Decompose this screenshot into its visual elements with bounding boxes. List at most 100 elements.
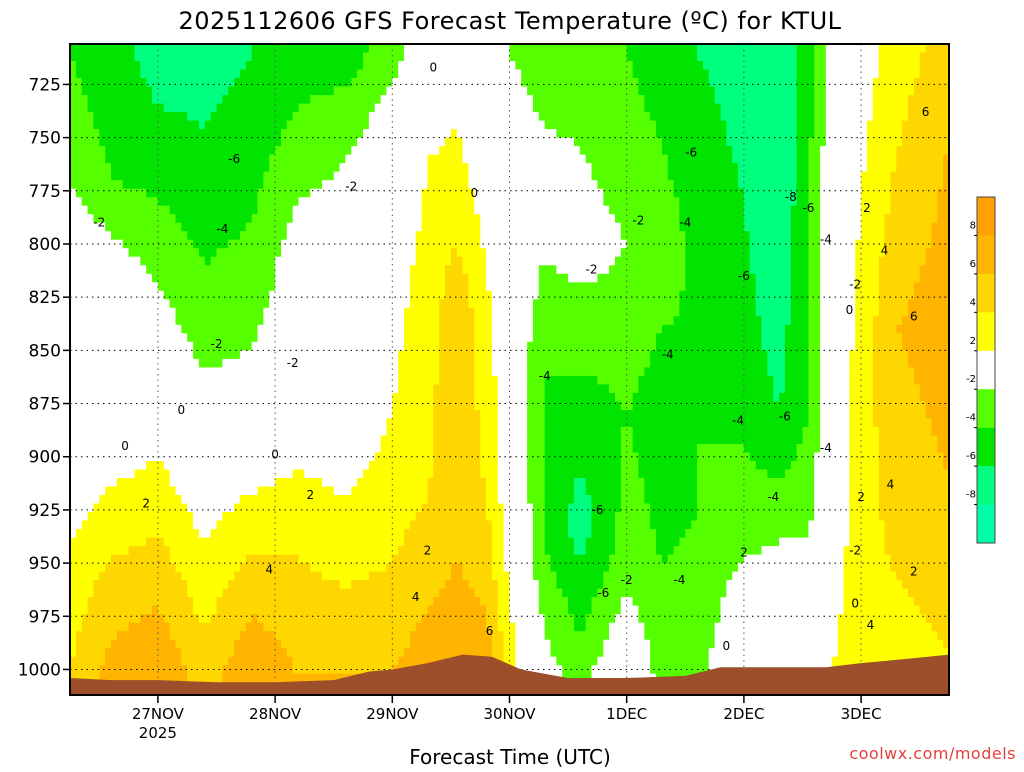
temperature-cell	[351, 418, 358, 428]
temperature-cell	[122, 86, 130, 96]
temperature-cell	[234, 214, 241, 224]
temperature-cell	[204, 392, 212, 402]
temperature-cell	[415, 341, 423, 351]
temperature-cell	[216, 409, 223, 419]
temperature-cell	[251, 512, 259, 522]
temperature-cell	[128, 350, 136, 360]
temperature-cell	[339, 265, 347, 275]
temperature-cell	[445, 137, 452, 147]
temperature-cell	[357, 197, 364, 207]
temperature-cell	[105, 673, 112, 683]
temperature-cell	[304, 537, 311, 547]
temperature-cell	[146, 137, 153, 147]
temperature-cell	[198, 307, 206, 317]
temperature-cell	[169, 639, 177, 649]
temperature-cell	[398, 146, 405, 156]
temperature-cell	[134, 69, 141, 79]
temperature-cell	[392, 588, 399, 598]
temperature-cell	[70, 265, 77, 275]
temperature-cell	[193, 333, 200, 343]
temperature-cell	[140, 154, 147, 164]
temperature-cell	[169, 222, 177, 232]
temperature-cell	[222, 265, 229, 275]
temperature-cell	[204, 597, 212, 607]
temperature-cell	[239, 622, 247, 632]
temperature-cell	[386, 367, 393, 377]
temperature-cell	[316, 61, 323, 71]
temperature-cell	[111, 78, 118, 88]
temperature-cell	[316, 401, 323, 411]
temperature-cell	[392, 469, 399, 479]
temperature-cell	[245, 418, 253, 428]
temperature-cell	[263, 341, 270, 351]
temperature-cell	[363, 146, 370, 156]
temperature-cell	[193, 231, 200, 241]
temperature-cell	[152, 648, 159, 658]
temperature-cell	[234, 197, 241, 207]
temperature-cell	[415, 503, 423, 513]
temperature-cell	[281, 273, 288, 283]
temperature-cell	[116, 86, 124, 96]
temperature-cell	[216, 171, 223, 181]
temperature-cell	[409, 614, 417, 624]
temperature-cell	[81, 554, 89, 564]
temperature-cell	[380, 605, 388, 615]
temperature-cell	[257, 529, 264, 539]
temperature-cell	[146, 78, 153, 88]
temperature-cell	[163, 503, 171, 513]
temperature-cell	[292, 103, 300, 113]
temperature-cell	[81, 282, 89, 292]
temperature-cell	[439, 546, 446, 556]
temperature-cell	[146, 529, 153, 539]
temperature-cell	[398, 597, 405, 607]
temperature-cell	[152, 631, 159, 641]
temperature-cell	[322, 61, 329, 71]
temperature-cell	[75, 597, 83, 607]
temperature-cell	[327, 503, 335, 513]
temperature-cell	[128, 639, 136, 649]
temperature-cell	[222, 307, 229, 317]
temperature-cell	[310, 435, 317, 445]
temperature-cell	[152, 350, 159, 360]
temperature-cell	[404, 341, 411, 351]
temperature-cell	[322, 384, 329, 394]
temperature-cell	[327, 409, 335, 419]
temperature-cell	[415, 61, 423, 71]
temperature-cell	[445, 154, 452, 164]
temperature-cell	[93, 137, 100, 147]
temperature-cell	[228, 452, 235, 462]
temperature-cell	[339, 665, 347, 675]
temperature-cell	[380, 529, 388, 539]
temperature-cell	[298, 563, 305, 573]
temperature-cell	[122, 580, 130, 590]
temperature-cell	[210, 597, 218, 607]
temperature-cell	[198, 52, 206, 62]
temperature-cell	[292, 426, 300, 436]
temperature-cell	[122, 392, 130, 402]
temperature-cell	[339, 588, 347, 598]
temperature-cell	[216, 273, 223, 283]
temperature-cell	[357, 563, 364, 573]
temperature-cell	[415, 197, 423, 207]
temperature-cell	[386, 546, 393, 556]
temperature-cell	[128, 44, 136, 54]
temperature-cell	[204, 324, 212, 334]
temperature-cell	[427, 86, 434, 96]
temperature-cell	[392, 282, 399, 292]
temperature-cell	[357, 180, 364, 190]
temperature-cell	[163, 120, 171, 130]
temperature-cell	[257, 137, 264, 147]
temperature-cell	[304, 478, 311, 488]
temperature-cell	[392, 622, 399, 632]
temperature-cell	[269, 605, 276, 615]
temperature-cell	[193, 171, 200, 181]
temperature-cell	[275, 409, 282, 419]
temperature-cell	[245, 469, 253, 479]
temperature-cell	[374, 214, 382, 224]
temperature-cell	[310, 401, 317, 411]
temperature-cell	[128, 129, 136, 139]
temperature-cell	[439, 299, 446, 309]
temperature-cell	[157, 61, 165, 71]
temperature-cell	[87, 154, 95, 164]
temperature-cell	[193, 520, 200, 530]
